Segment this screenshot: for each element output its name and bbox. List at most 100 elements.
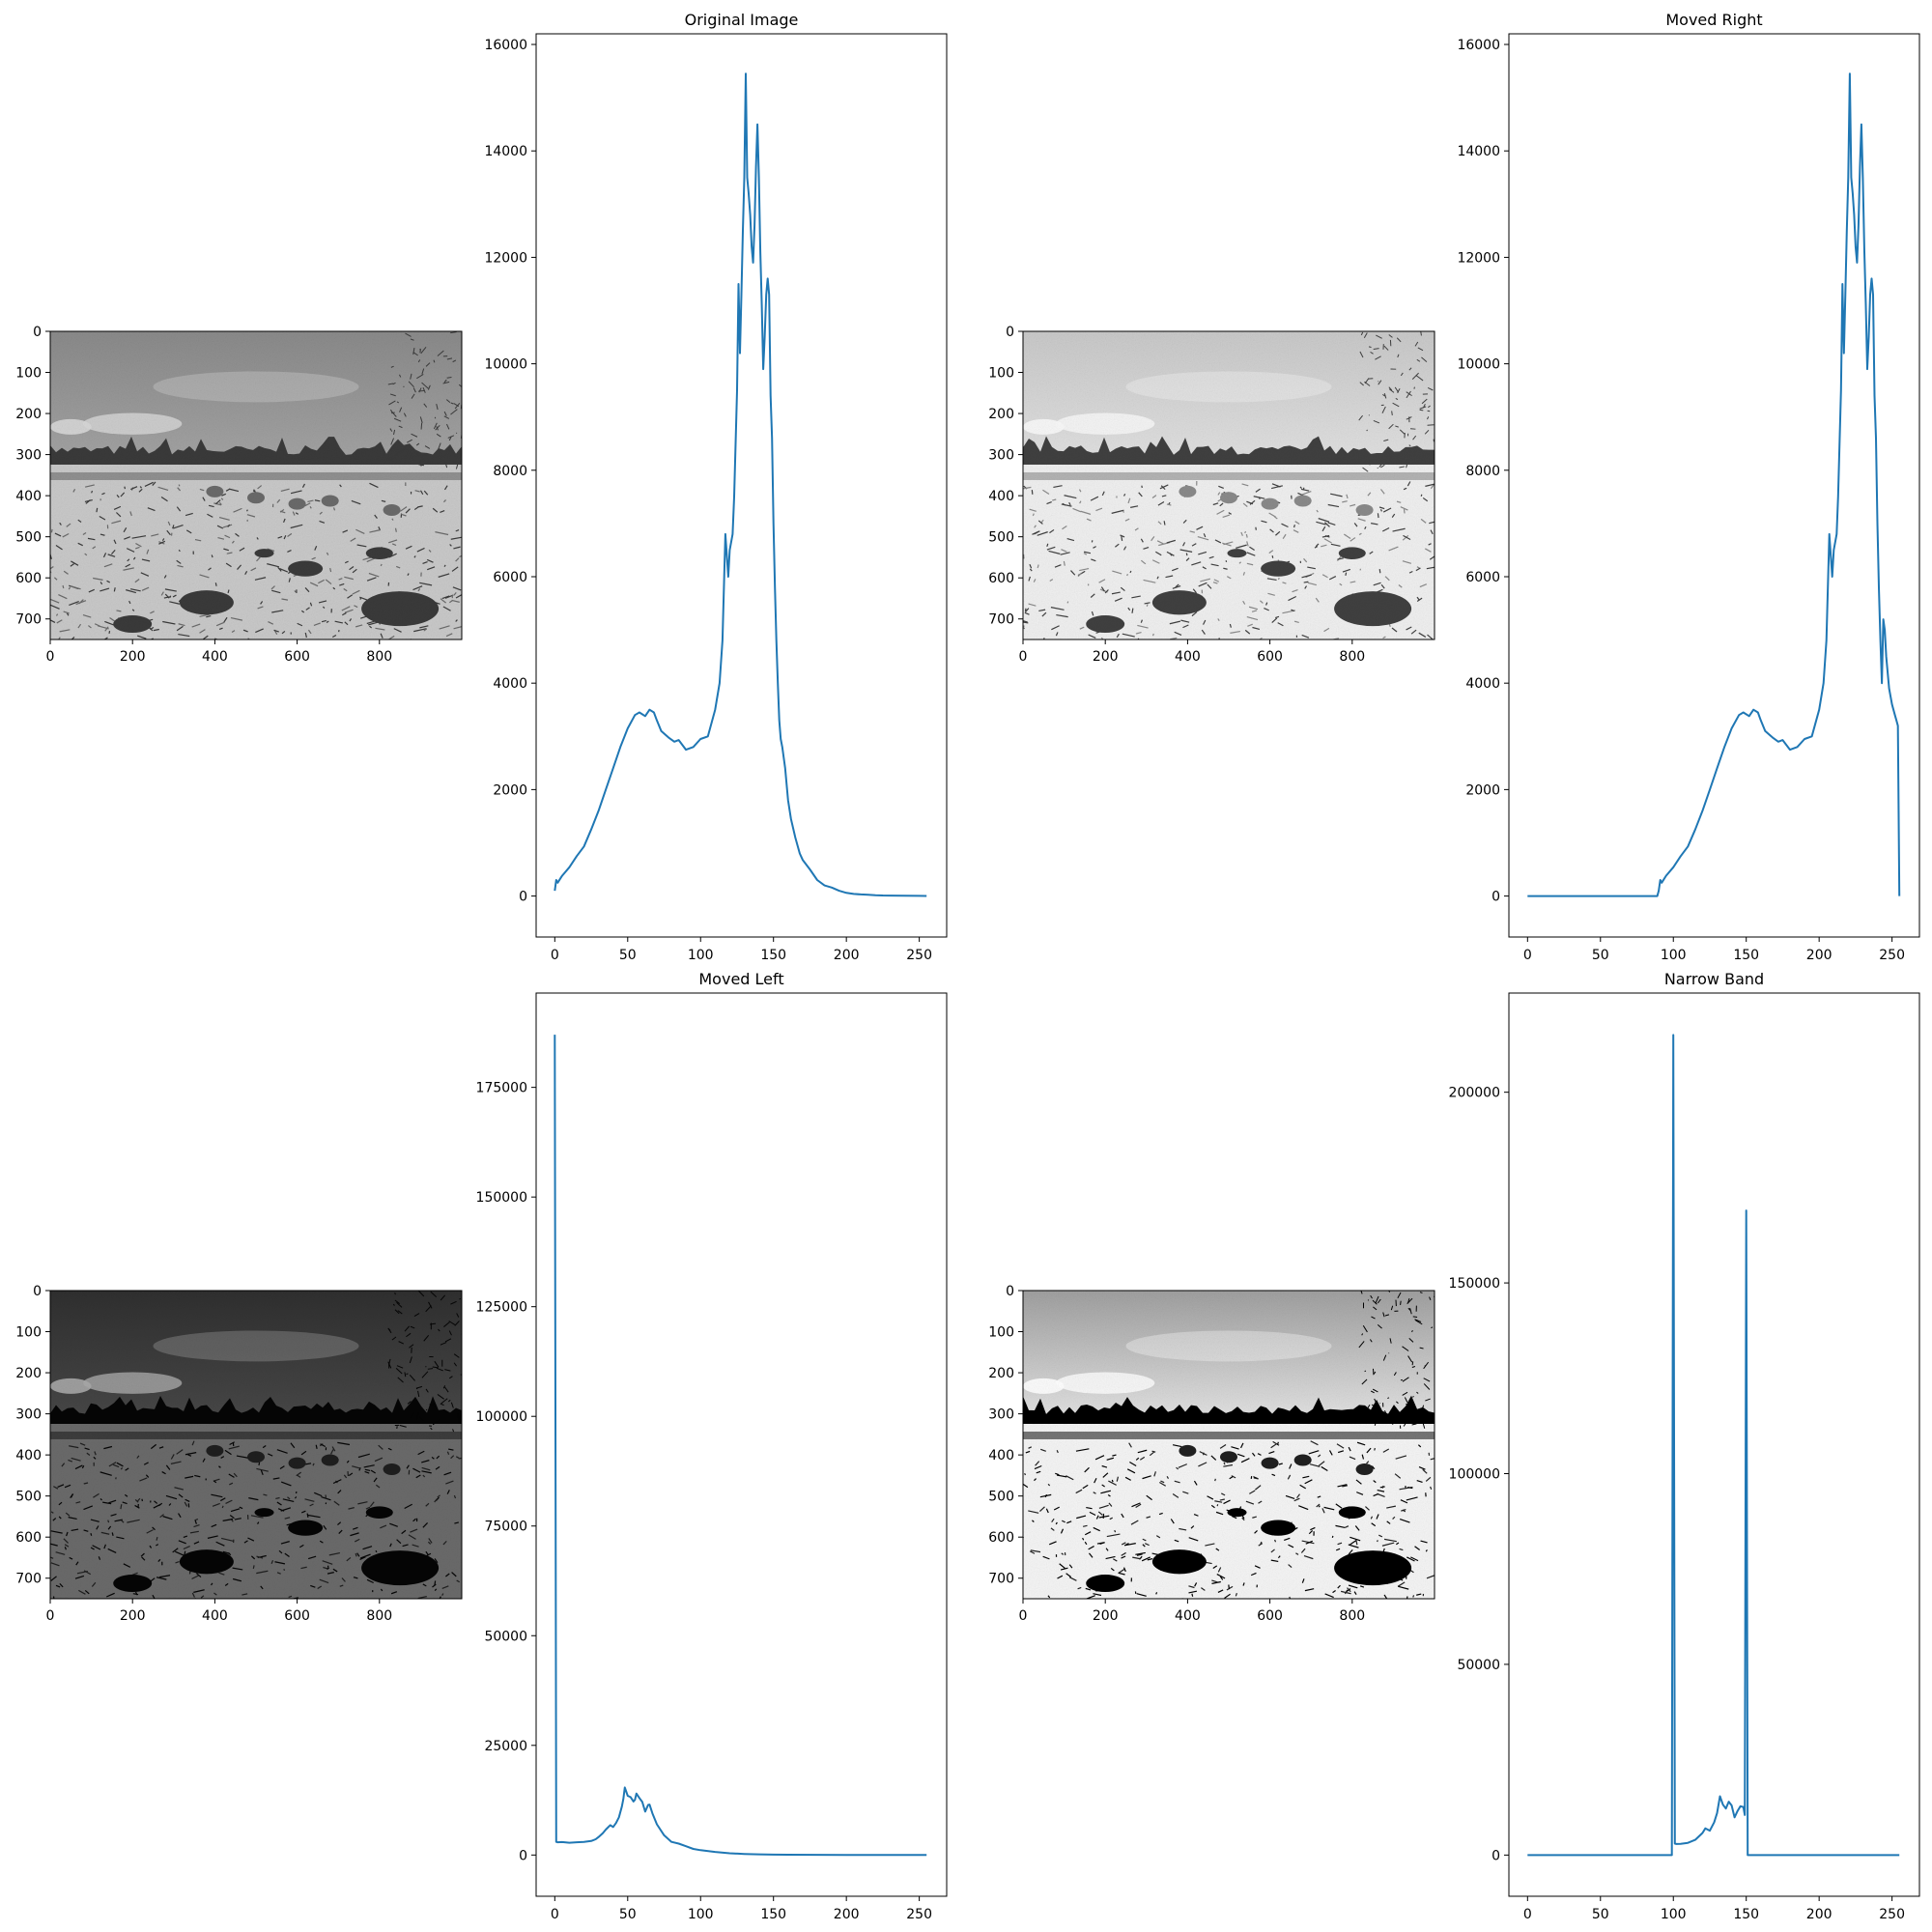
y-tick-label: 14000	[484, 144, 527, 159]
x-tick-label: 200	[120, 1608, 146, 1624]
y-tick-label: 10000	[1457, 357, 1500, 373]
y-tick-label: 600	[988, 1530, 1014, 1546]
x-tick-label: 100	[1661, 948, 1687, 963]
x-tick-label: 600	[1257, 1608, 1283, 1624]
x-tick-label: 250	[906, 948, 932, 963]
x-tick-label: 0	[551, 1907, 559, 1922]
grayscale-photo	[1023, 1291, 1435, 1599]
x-tick-label: 200	[834, 1907, 860, 1922]
y-tick-label: 6000	[493, 570, 527, 585]
y-tick-label: 2000	[1465, 782, 1500, 798]
y-tick-label: 200	[988, 1366, 1014, 1381]
y-tick-label: 400	[988, 1448, 1014, 1463]
y-tick-label: 175000	[476, 1081, 527, 1096]
y-tick-label: 0	[1492, 890, 1500, 905]
x-tick-label: 100	[688, 1907, 714, 1922]
x-tick-label: 400	[1175, 649, 1201, 665]
subplot-8: Narrow Band 0 50 100 150 200 250 0 50000 100000 15…	[1449, 970, 1920, 1922]
grayscale-photo	[50, 331, 462, 639]
x-tick-label: 50	[619, 1907, 637, 1922]
y-tick-label: 150000	[1449, 1276, 1500, 1292]
subplot-5: 0 200 400 600 800 0 100 200 300 400 500 600 700	[15, 1284, 463, 1624]
y-tick-label: 200	[988, 407, 1014, 422]
y-tick-label: 300	[15, 448, 42, 464]
x-tick-label: 0	[551, 948, 559, 963]
x-tick-label: 150	[760, 1907, 786, 1922]
y-tick-label: 12000	[484, 250, 527, 266]
y-tick-label: 100	[988, 1325, 1014, 1341]
x-tick-label: 200	[1806, 948, 1833, 963]
subplot-title: Original Image	[685, 11, 799, 29]
y-tick-label: 50000	[1457, 1658, 1500, 1673]
y-tick-label: 400	[988, 489, 1014, 504]
y-tick-label: 500	[988, 530, 1014, 546]
axes-frame	[535, 992, 948, 1897]
subplot-grid: 0 200 400 600 8000100200300400500600700Origi…	[15, 11, 1920, 1922]
y-tick-label: 16000	[484, 38, 527, 53]
y-tick-label: 600	[15, 1530, 42, 1546]
axes-frame	[1508, 992, 1920, 1897]
x-tick-label: 200	[1093, 1608, 1119, 1624]
y-tick-label: 12000	[1457, 250, 1500, 266]
x-tick-label: 800	[1339, 1608, 1365, 1624]
histogram-line	[1527, 1034, 1900, 1857]
x-tick-label: 400	[202, 1608, 228, 1624]
y-tick-label: 100	[988, 366, 1014, 382]
x-tick-label: 50	[1592, 948, 1609, 963]
axes-frame	[49, 330, 463, 640]
x-tick-label: 200	[1806, 1907, 1833, 1922]
y-tick-label: 0	[1006, 1284, 1014, 1299]
y-tick-label: 100000	[1449, 1467, 1500, 1483]
subplot-3: 0 200 400 600 800 0 100 200 300 400 500 600 700	[988, 325, 1435, 665]
y-tick-label: 500	[988, 1490, 1014, 1505]
x-tick-label: 150	[1733, 948, 1759, 963]
histogram-line	[1527, 72, 1901, 897]
y-tick-label: 700	[988, 1572, 1014, 1587]
y-tick-label: 700	[15, 612, 42, 628]
y-tick-label: 4000	[493, 676, 527, 692]
y-tick-label: 600	[15, 571, 42, 586]
x-tick-label: 50	[619, 948, 637, 963]
y-tick-label: 600	[988, 571, 1014, 586]
subplot-4: Moved Right 0 50 100 150 200 250 0 2000 4000 6000 8…	[1457, 11, 1920, 963]
y-tick-label: 0	[1492, 1848, 1500, 1863]
x-tick-label: 100	[1661, 1907, 1687, 1922]
histogram-line	[554, 1035, 927, 1857]
x-tick-label: 100	[688, 948, 714, 963]
y-tick-label: 6000	[1465, 570, 1500, 585]
axes-frame	[1022, 1290, 1435, 1600]
x-tick-label: 400	[1175, 1608, 1201, 1624]
y-tick-label: 0	[519, 1848, 527, 1863]
x-tick-label: 600	[284, 649, 310, 665]
x-tick-label: 0	[1523, 1907, 1532, 1922]
subplot-title: Narrow Band	[1664, 970, 1764, 988]
y-tick-label: 75000	[484, 1520, 527, 1535]
y-tick-label: 4000	[1465, 676, 1500, 692]
y-tick-label: 400	[15, 489, 42, 504]
x-tick-label: 150	[1733, 1907, 1759, 1922]
y-tick-label: 16000	[1457, 38, 1500, 53]
y-tick-label: 700	[15, 1572, 42, 1587]
histogram-line	[554, 72, 927, 897]
subplot-1: 0 200 400 600 800 0 100 200 300 400 500 600 700	[15, 325, 463, 665]
y-tick-label: 100	[15, 366, 42, 382]
y-tick-label: 500	[15, 1490, 42, 1505]
y-tick-label: 0	[33, 1284, 42, 1299]
x-tick-label: 250	[1879, 1907, 1905, 1922]
x-tick-label: 400	[202, 649, 228, 665]
y-tick-label: 300	[988, 1407, 1014, 1423]
y-tick-label: 14000	[1457, 144, 1500, 159]
axes-frame	[535, 33, 948, 938]
x-tick-label: 0	[46, 1608, 55, 1624]
x-tick-label: 200	[834, 948, 860, 963]
x-tick-label: 800	[366, 649, 392, 665]
x-tick-label: 250	[1879, 948, 1905, 963]
y-tick-label: 25000	[484, 1739, 527, 1754]
subplot-6: Moved Left 0 50 100 150 200 250 0 25000 50000 7500…	[476, 970, 948, 1922]
x-tick-label: 0	[1019, 1608, 1028, 1624]
x-tick-label: 800	[366, 1608, 392, 1624]
y-tick-label: 0	[1006, 325, 1014, 340]
y-tick-label: 2000	[493, 782, 527, 798]
axes-frame	[49, 1290, 463, 1600]
